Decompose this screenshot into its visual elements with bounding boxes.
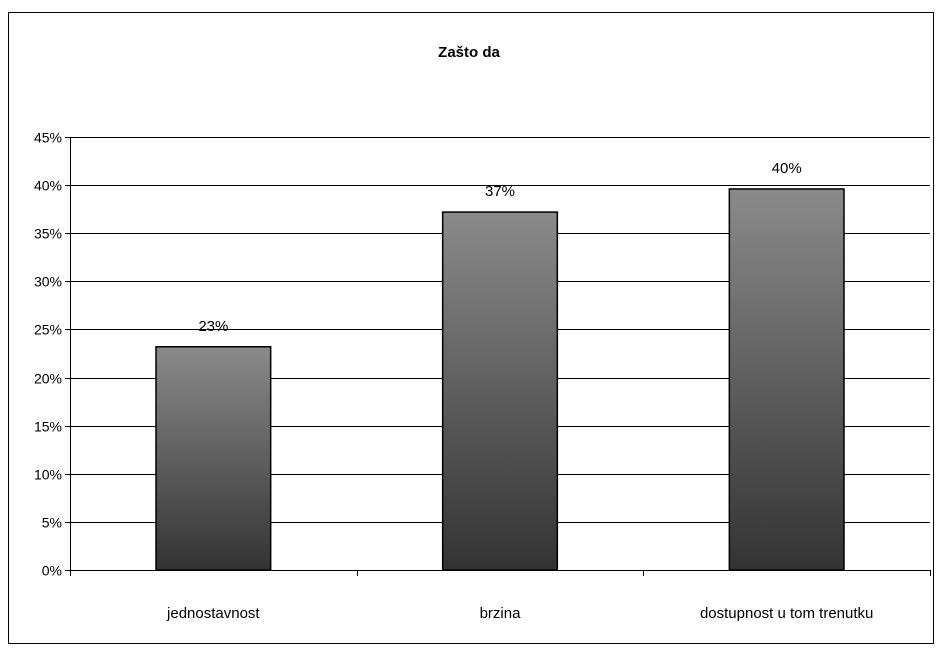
- y-tick-label: 20%: [34, 371, 62, 387]
- axes: [65, 137, 931, 576]
- category-label: dostupnost u tom trenutku: [700, 605, 873, 622]
- labels: 0% 5% 10% 15% 20% 25% 30% 35% 40% 45% 23% jednostav…: [34, 130, 873, 623]
- data-label: 23%: [198, 318, 228, 335]
- bar-3: [728, 188, 845, 571]
- y-tick-label: 40%: [34, 178, 62, 194]
- category-label: brzina: [480, 605, 522, 622]
- bars: [155, 188, 845, 571]
- y-tick-label: 45%: [34, 130, 62, 146]
- bar-2: [441, 211, 559, 571]
- y-tick-label: 25%: [34, 322, 62, 338]
- bar-1: [155, 346, 272, 571]
- chart-title: Zašto da: [438, 44, 500, 61]
- category-label: jednostavnost: [166, 605, 260, 622]
- y-tick-label: 35%: [34, 226, 62, 242]
- y-tick-label: 30%: [34, 274, 62, 290]
- y-tick-label: 0%: [42, 563, 62, 579]
- data-label: 40%: [772, 160, 802, 177]
- y-tick-label: 15%: [34, 419, 62, 435]
- y-tick-label: 10%: [34, 467, 62, 483]
- data-label: 37%: [485, 183, 515, 200]
- y-tick-label: 5%: [42, 515, 62, 531]
